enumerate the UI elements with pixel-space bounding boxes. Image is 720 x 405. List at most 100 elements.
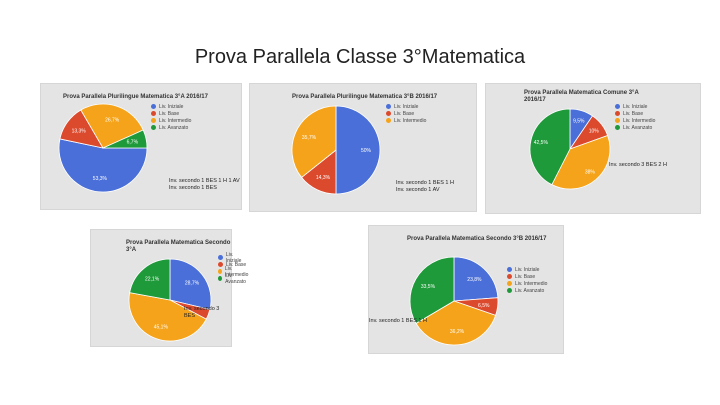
pie-slice	[551, 134, 611, 190]
legend-label: Liv. Base	[515, 273, 536, 280]
slice-label: 50%	[361, 148, 372, 154]
chart-note: Inv. secondo 1 BES 1 H	[369, 318, 427, 324]
legend-swatch-icon	[386, 118, 391, 123]
chart-title: Prova Parallela Matematica Comune 3°A 20…	[524, 90, 639, 103]
legend-label: Liv. Intermedio	[623, 117, 656, 124]
slice-label: 53,3%	[93, 176, 108, 182]
legend-label: Liv. Avanzato	[515, 287, 545, 294]
legend-label: Liv. Iniziale	[515, 266, 540, 273]
legend-swatch-icon	[507, 267, 512, 272]
slice-label: 33,5%	[421, 284, 436, 290]
slice-label: 35,7%	[302, 135, 317, 141]
chart-legend: Liv. Iniziale Liv. Base Liv. Intermedio Liv…	[151, 103, 191, 131]
legend-label: Liv. Iniziale	[623, 103, 648, 110]
chart-title: Prova Parallela Matematica Secondo 3°B 2…	[407, 236, 547, 242]
legend-swatch-icon	[386, 104, 391, 109]
legend-label: Liv. Intermedio	[224, 265, 249, 278]
chart-note: Inv. secondo 1 BES 1 H Inv. secondo 1 AV	[396, 180, 454, 193]
chart-note: Inv. secondo 1 BES 1 H 1 AV Inv. secondo…	[169, 178, 240, 191]
legend-item: Liv. Iniziale	[615, 103, 655, 110]
legend-item: Liv. Intermedio	[218, 265, 250, 278]
pie-slice	[169, 258, 212, 311]
chart-title: Prova Parallela Matematica Secondo 3°A	[126, 240, 231, 253]
chart-panel-4: Prova Parallela Matematica Secondo 3°A 2…	[90, 229, 248, 347]
legend-item: Liv. Base	[218, 261, 250, 268]
legend-swatch-icon	[615, 104, 620, 109]
pie-slice	[409, 256, 455, 324]
legend-label: Liv. Base	[394, 110, 415, 117]
legend-item: Liv. Intermedio	[507, 280, 547, 287]
pie-slice	[102, 129, 148, 149]
slice-label: 14,3%	[316, 175, 331, 181]
legend-label: Liv. Iniziale	[225, 251, 242, 264]
slice-label: 42,5%	[534, 140, 549, 146]
legend-swatch-icon	[507, 288, 512, 293]
legend-label: Liv. Intermedio	[394, 117, 427, 124]
legend-item: Liv. Avanzato	[151, 124, 191, 131]
slice-label: 10%	[589, 129, 600, 135]
chart-legend: Liv. Iniziale Liv. Base Liv. Intermedio Liv…	[218, 251, 250, 285]
pie-slice	[291, 105, 337, 178]
legend-label: Liv. Base	[226, 261, 247, 268]
legend-swatch-icon	[218, 255, 223, 260]
legend-swatch-icon	[151, 104, 156, 109]
pie-chart: 53,3% 13,3% 26,7% 6,7%	[58, 103, 148, 193]
chart-panel-2: Prova Parallela Plurilingue Matematica 3…	[249, 83, 477, 212]
chart-panel-5: Prova Parallela Matematica Secondo 3°B 2…	[368, 225, 564, 354]
pie-chart: 23,8% 6,5% 36,2% 33,5%	[409, 256, 499, 346]
legend-item: Liv. Avanzato	[507, 287, 547, 294]
legend-item: Liv. Base	[151, 110, 191, 117]
legend-swatch-icon	[218, 262, 223, 267]
slice-label: 6,7%	[127, 140, 139, 146]
slice-label: 13,3%	[72, 128, 87, 134]
legend-swatch-icon	[386, 111, 391, 116]
pie-chart: 9,5% 10% 38% 42,5%	[529, 108, 611, 190]
chart-panel-1: Prova Parallela Plurilingue Matematica 3…	[40, 83, 242, 210]
pie-slice	[128, 292, 207, 342]
legend-label: Liv. Iniziale	[394, 103, 419, 110]
slice-label: 28,7%	[185, 281, 200, 287]
pie-chart: 28,7% 45,1% 22,1%	[128, 258, 212, 342]
chart-legend: Liv. Iniziale Liv. Base Liv. Intermedio Liv…	[507, 266, 547, 294]
pie-slice	[80, 103, 144, 149]
pie-slice	[129, 258, 171, 301]
pie-slice	[453, 256, 499, 302]
legend-item: Liv. Iniziale	[151, 103, 191, 110]
slide-title: Prova Parallela Classe 3°Matematica	[194, 46, 526, 68]
legend-item: Liv. Avanzato	[615, 124, 655, 131]
chart-panel-3: Prova Parallela Matematica Comune 3°A 20…	[485, 83, 701, 214]
slice-label: 38%	[585, 170, 596, 176]
legend-item: Liv. Iniziale	[218, 251, 250, 264]
slice-label: 45,1%	[154, 324, 169, 330]
legend-label: Liv. Avanzato	[225, 272, 246, 285]
chart-legend: Liv. Iniziale Liv. Base Liv. Intermedio Liv…	[615, 103, 655, 131]
legend-swatch-icon	[218, 269, 222, 274]
legend-item: Liv. Avanzato	[218, 272, 250, 285]
chart-note: Inv. secondo 3 BES 2 H	[609, 162, 667, 168]
legend-swatch-icon	[615, 125, 620, 130]
legend-label: Liv. Avanzato	[623, 124, 653, 131]
slice-label: 26,7%	[105, 117, 120, 123]
legend-item: Liv. Intermedio	[615, 117, 655, 124]
legend-item: Liv. Intermedio	[151, 117, 191, 124]
legend-item: Liv. Base	[507, 273, 547, 280]
legend-item: Liv. Intermedio	[386, 117, 426, 124]
legend-label: Liv. Intermedio	[159, 117, 192, 124]
slice-label: 6,5%	[478, 303, 490, 309]
legend-swatch-icon	[151, 111, 156, 116]
chart-title: Prova Parallela Plurilingue Matematica 3…	[63, 94, 208, 100]
legend-swatch-icon	[615, 118, 620, 123]
legend-swatch-icon	[151, 125, 156, 130]
chart-legend: Liv. Iniziale Liv. Base Liv. Intermedio	[386, 103, 426, 124]
legend-swatch-icon	[615, 111, 620, 116]
legend-item: Liv. Base	[615, 110, 655, 117]
legend-label: Liv. Base	[623, 110, 644, 117]
slice-label: 9,5%	[573, 118, 585, 124]
pie-slice	[335, 105, 381, 195]
legend-swatch-icon	[507, 281, 512, 286]
slice-label: 23,8%	[467, 277, 482, 283]
pie-slice	[58, 138, 148, 193]
legend-label: Liv. Base	[159, 110, 180, 117]
pie-chart: 50% 14,3% 35,7%	[291, 105, 381, 195]
legend-item: Liv. Iniziale	[507, 266, 547, 273]
